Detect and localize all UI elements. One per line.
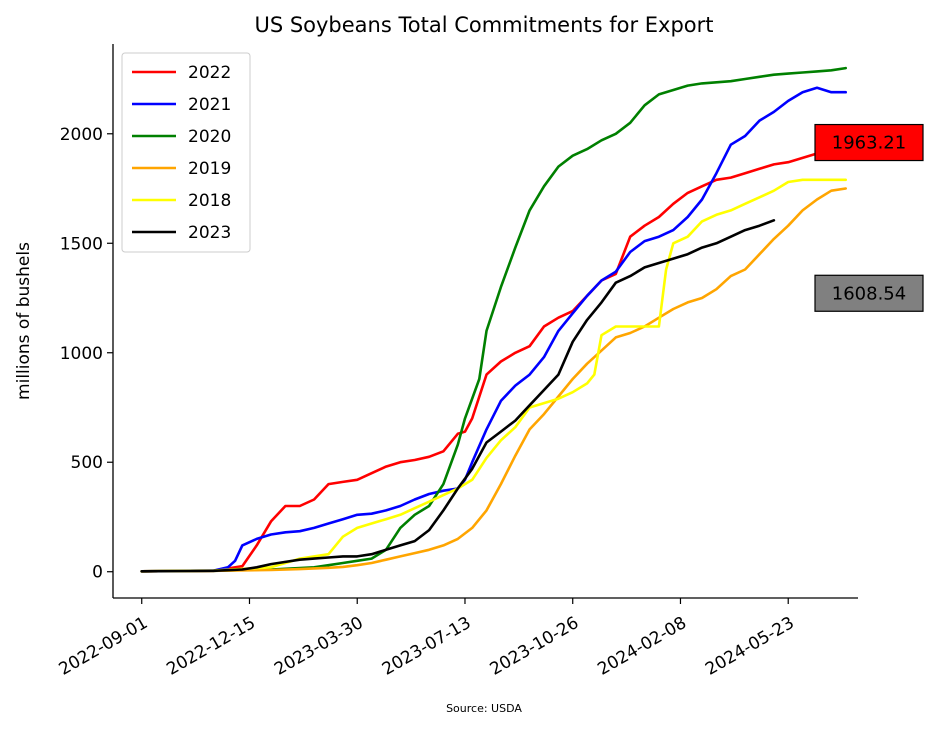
legend-label-2019: 2019 (188, 159, 231, 179)
legend-label-2023: 2023 (188, 223, 231, 243)
y-tick-label: 0 (92, 563, 103, 583)
x-tick-label: 2022-12-15 (163, 613, 259, 680)
series-line-2021 (140, 86, 848, 573)
source-note: Source: USDA (446, 702, 522, 715)
legend-label-2022: 2022 (188, 63, 231, 83)
callout-2022: 1963.21 (814, 123, 924, 162)
callout-value: 1608.54 (832, 283, 906, 304)
callout-box (814, 123, 924, 162)
x-ticks: 2022-09-01 2022-12-15 2023-03-30 2023-07-13… (56, 598, 798, 680)
legend-label-2018: 2018 (188, 191, 231, 211)
x-tick-label: 2023-10-26 (487, 613, 583, 680)
series-line-2020 (140, 66, 848, 573)
y-tick-label: 2000 (60, 125, 103, 145)
y-tick-label: 1500 (60, 234, 103, 254)
legend-label-2020: 2020 (188, 127, 231, 147)
x-tick-label: 2024-05-23 (702, 613, 798, 680)
x-tick-label: 2023-07-13 (379, 613, 475, 680)
plot-axes (112, 44, 858, 599)
series-line-2019 (140, 187, 848, 573)
x-tick-label: 2023-03-30 (271, 613, 367, 680)
series-line-2022 (140, 141, 848, 573)
callout-2023: 1608.54 (814, 274, 924, 312)
callout-value: 1963.21 (832, 133, 906, 154)
y-axis-label: millions of bushels (14, 242, 34, 400)
value-callouts: 1963.21 1608.54 (814, 123, 924, 312)
series-lines (140, 66, 848, 573)
x-tick-label: 2024-02-08 (594, 613, 690, 680)
series-line-2018 (140, 178, 848, 573)
y-tick-label: 500 (71, 453, 103, 473)
chart-legend: 2022 2021 2020 2019 2018 2023 (121, 52, 251, 253)
series-line-2023 (140, 219, 776, 573)
chart-title: US Soybeans Total Commitments for Export (254, 13, 713, 37)
x-tick-label: 2022-09-01 (56, 613, 152, 680)
y-tick-label: 1000 (60, 344, 103, 364)
callout-box (814, 274, 924, 312)
y-ticks: 0 500 1000 1500 2000 (60, 125, 113, 583)
legend-label-2021: 2021 (188, 95, 231, 115)
